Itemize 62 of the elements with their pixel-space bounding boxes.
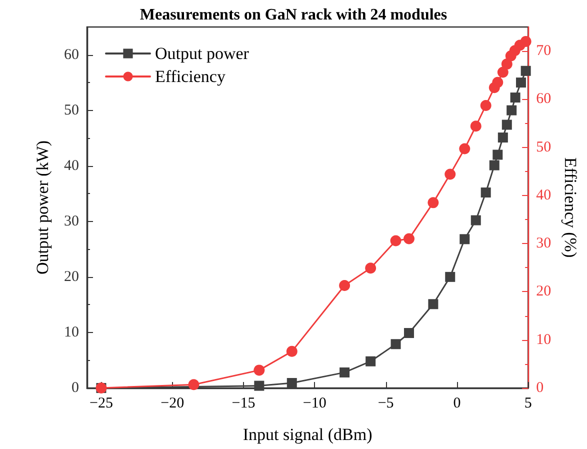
point — [460, 234, 470, 244]
point — [254, 380, 264, 391]
point — [489, 160, 500, 170]
point — [492, 150, 503, 160]
legend-label: Output power — [155, 44, 250, 63]
y2-tick-label: 20 — [536, 284, 552, 300]
chart-title: Measurements on GaN rack with 24 modules — [140, 6, 448, 24]
y-tick-label: 60 — [64, 46, 79, 63]
y2-tick-label: 10 — [536, 332, 552, 348]
y-tick-label: 30 — [64, 213, 79, 230]
point — [404, 233, 415, 244]
point — [480, 100, 492, 111]
point — [506, 105, 517, 116]
y2-tick-label: 70 — [536, 43, 552, 60]
x-axis-title: Input signal (dBm) — [242, 425, 372, 444]
x-tick-label: 5 — [524, 396, 532, 412]
point — [188, 379, 200, 390]
point — [286, 346, 298, 357]
y2-tick-label: 50 — [536, 139, 552, 156]
point — [492, 76, 504, 88]
x-tick-label: −25 — [89, 396, 113, 412]
point — [428, 299, 438, 310]
point — [480, 188, 491, 198]
x-tick-label: −10 — [302, 396, 326, 412]
point — [445, 272, 456, 282]
point — [254, 364, 265, 376]
y-tick-label: 10 — [64, 324, 79, 340]
point — [339, 280, 350, 291]
point — [470, 215, 481, 226]
point — [520, 66, 531, 76]
point — [470, 120, 482, 132]
y2-tick-label: 40 — [536, 187, 552, 204]
point — [498, 132, 508, 143]
point — [365, 262, 376, 274]
point — [510, 92, 520, 103]
point — [501, 58, 512, 70]
point — [520, 36, 532, 47]
y-axis-title: Output power (kW) — [33, 140, 52, 275]
point — [390, 339, 401, 350]
point — [366, 356, 376, 366]
y2-axis-title: Efficiency (%) — [561, 157, 580, 258]
x-tick-label: −5 — [378, 396, 394, 412]
y-tick-label: 40 — [64, 158, 79, 174]
y-tick-label: 20 — [64, 268, 79, 285]
point — [502, 120, 512, 130]
point — [516, 78, 526, 88]
x-tick-label: 0 — [453, 396, 461, 412]
y-tick-label: 50 — [64, 102, 79, 118]
x-tick-label: −20 — [160, 396, 184, 412]
legend-label: Efficiency — [155, 67, 226, 86]
point — [428, 197, 439, 208]
x-tick-label: −15 — [232, 396, 256, 412]
point — [404, 328, 414, 338]
y2-tick-label: 0 — [536, 380, 544, 396]
y2-tick-label: 30 — [536, 236, 552, 252]
y2-tick-label: 60 — [536, 91, 552, 108]
point — [286, 378, 297, 388]
point — [459, 143, 470, 154]
point — [340, 367, 350, 378]
point — [444, 168, 456, 180]
point — [390, 235, 402, 246]
y-tick-label: 0 — [72, 380, 79, 396]
